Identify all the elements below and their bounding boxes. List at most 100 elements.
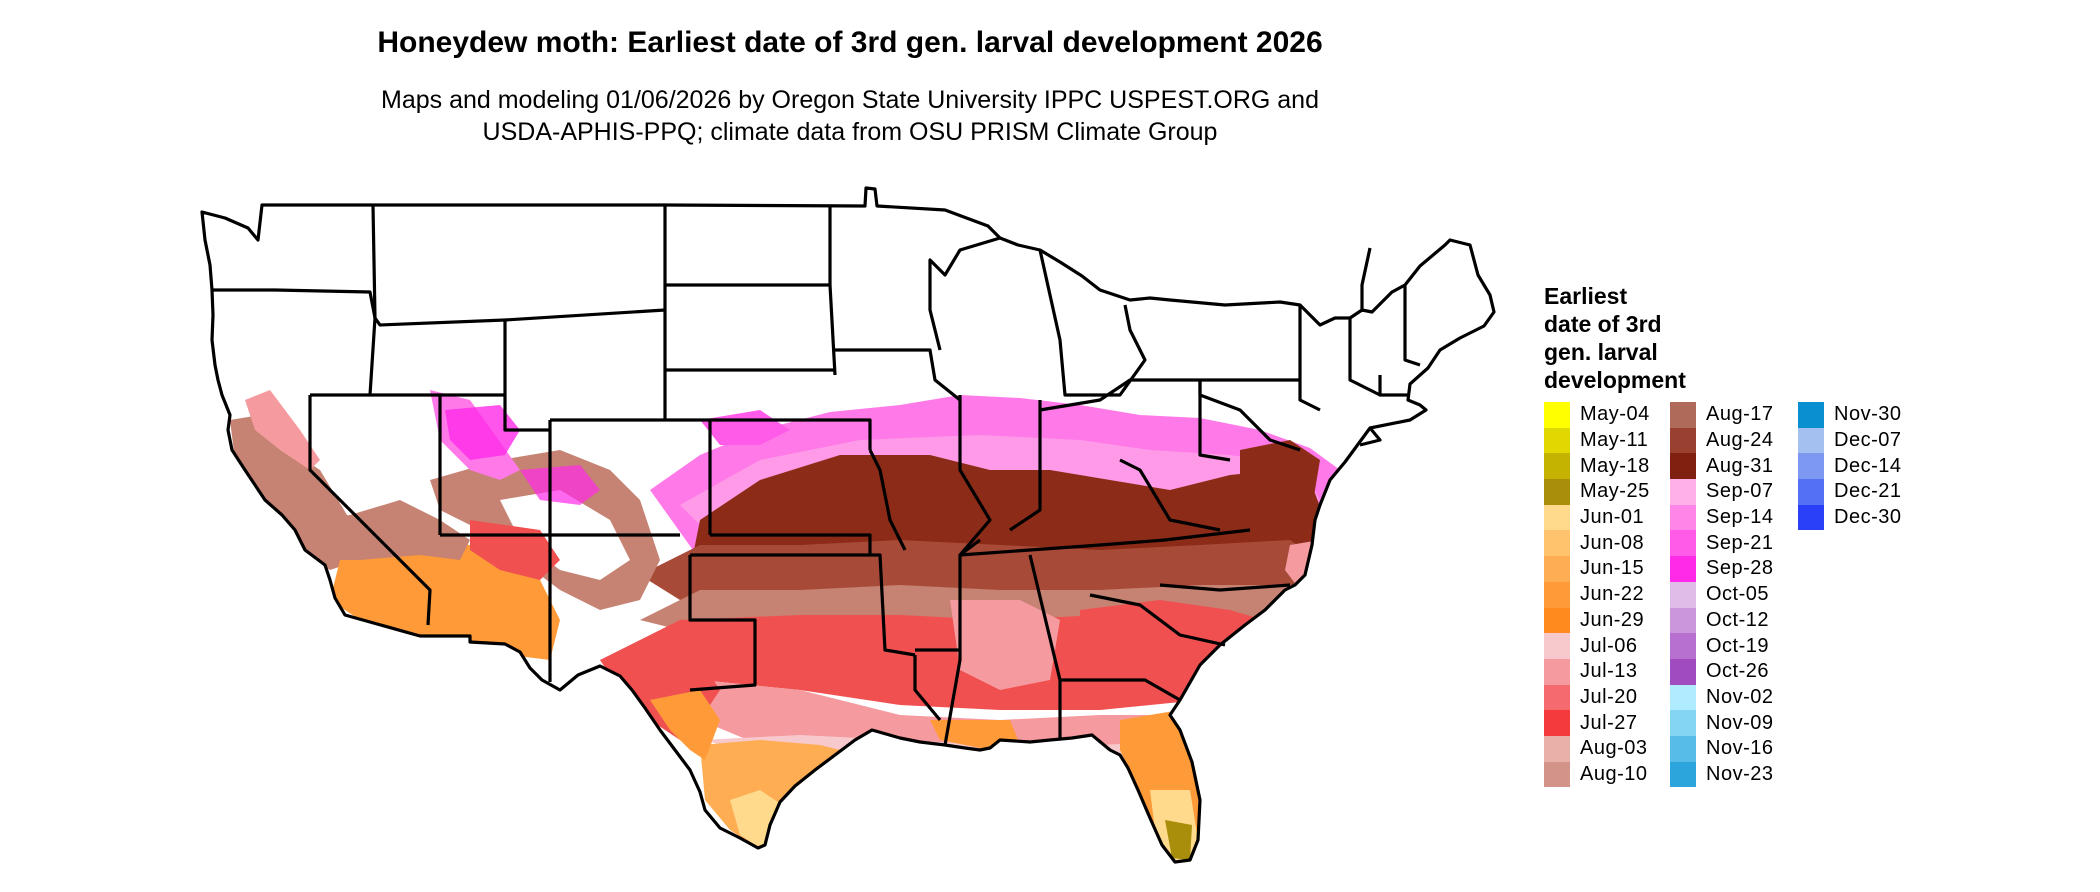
legend-item: Nov-16	[1670, 735, 1774, 762]
legend-title-line: development	[1544, 367, 1686, 393]
legend-label: Jun-29	[1580, 608, 1645, 631]
legend-label: Nov-23	[1706, 762, 1774, 785]
legend-item: Sep-28	[1670, 556, 1774, 582]
legend-swatch	[1544, 427, 1570, 454]
legend-swatch	[1544, 633, 1570, 659]
legend-label: Aug-10	[1580, 762, 1648, 785]
legend-swatch	[1798, 402, 1824, 428]
state-borders	[200, 186, 1496, 864]
map-subtitle: Maps and modeling 01/06/2026 by Oregon S…	[0, 84, 1700, 148]
legend-swatch	[1544, 581, 1570, 608]
legend-label: Jul-13	[1580, 660, 1638, 683]
legend-swatch	[1670, 453, 1696, 480]
legend-swatch	[1798, 453, 1824, 480]
legend-label: Jul-27	[1580, 711, 1638, 734]
legend-label: Oct-19	[1706, 634, 1770, 657]
legend-label: Sep-14	[1706, 506, 1774, 529]
legend-label: Jun-15	[1580, 557, 1645, 580]
legend-label: Aug-17	[1706, 403, 1774, 426]
legend-label: Sep-21	[1706, 531, 1774, 554]
legend-swatch	[1670, 633, 1696, 659]
legend-item: Aug-10	[1544, 761, 1650, 788]
legend-swatch	[1670, 504, 1696, 531]
legend-swatch	[1670, 402, 1696, 428]
legend-label: May-11	[1580, 429, 1649, 452]
legend-item: Sep-21	[1670, 530, 1774, 557]
legend-label: Oct-26	[1706, 660, 1770, 683]
legend-swatch	[1670, 735, 1696, 762]
legend-label: May-25	[1580, 480, 1650, 503]
legend-item: Dec-30	[1798, 504, 1901, 531]
legend-item: Jun-15	[1544, 556, 1650, 582]
subtitle-line-2: USDA-APHIS-PPQ; climate data from OSU PR…	[482, 118, 1218, 146]
legend-swatch	[1544, 607, 1570, 634]
legend-item: Oct-12	[1670, 607, 1774, 634]
legend-swatch	[1798, 479, 1824, 505]
legend-item: Dec-14	[1798, 453, 1902, 480]
legend-swatch	[1544, 402, 1570, 428]
legend-label: Nov-30	[1834, 403, 1902, 426]
legend-swatch	[1670, 581, 1696, 608]
legend-item: Aug-03	[1544, 735, 1650, 762]
map-title: Honeydew moth: Earliest date of 3rd gen.…	[377, 26, 1323, 59]
legend-swatch	[1544, 735, 1570, 762]
legend-swatch	[1670, 607, 1696, 634]
legend-item: Aug-17	[1670, 402, 1774, 428]
legend-item: Jun-22	[1544, 581, 1650, 608]
legend-label: Jul-20	[1580, 685, 1638, 708]
us-map	[200, 186, 1496, 864]
legend-item: Oct-26	[1670, 658, 1774, 685]
legend-swatch	[1544, 453, 1570, 480]
legend-swatch	[1670, 556, 1696, 582]
legend-item: May-04	[1544, 402, 1650, 428]
legend-label: Nov-02	[1706, 685, 1774, 708]
legend-label: May-04	[1580, 403, 1650, 426]
legend-swatch	[1670, 530, 1696, 557]
legend-label: Oct-05	[1706, 583, 1770, 606]
legend-item: Nov-30	[1798, 402, 1901, 428]
legend-item: Jun-01	[1544, 504, 1650, 531]
legend-item: Sep-14	[1670, 504, 1774, 531]
legend-label: Sep-07	[1706, 480, 1774, 503]
legend-column: May-04 May-11 May-18 May-25 Jun-01 Jun-08 Jun-…	[1544, 402, 1650, 788]
legend-swatch	[1544, 504, 1570, 531]
legend-column: Aug-17 Aug-24 Aug-31 Sep-07 Sep-14 Sep-21 Sep-…	[1670, 402, 1774, 788]
legend-label: Aug-03	[1580, 737, 1648, 760]
legend-swatch	[1670, 761, 1696, 788]
legend-label: Jun-08	[1580, 531, 1645, 554]
legend-label: Sep-28	[1706, 557, 1774, 580]
legend-item: Dec-07	[1798, 427, 1902, 454]
legend-label: Jun-01	[1580, 506, 1645, 529]
legend-swatch	[1798, 504, 1824, 531]
legend-swatch	[1670, 684, 1696, 711]
legend-label: Aug-24	[1706, 429, 1774, 452]
legend-swatch	[1670, 427, 1696, 454]
legend-swatch	[1544, 684, 1570, 711]
legend-swatch	[1798, 427, 1824, 454]
legend-label: May-18	[1580, 454, 1650, 477]
legend-item: Oct-19	[1670, 633, 1774, 659]
legend-label: Oct-12	[1706, 608, 1770, 631]
legend-item: Aug-24	[1670, 427, 1774, 454]
legend-swatch	[1544, 530, 1570, 557]
legend-label: Jul-06	[1580, 634, 1638, 657]
legend-swatch	[1544, 710, 1570, 736]
legend-label: Dec-21	[1834, 480, 1902, 503]
legend-label: Aug-31	[1706, 454, 1774, 477]
legend-item: Oct-05	[1670, 581, 1774, 608]
legend-item: Jul-20	[1544, 684, 1650, 711]
legend-label: Nov-16	[1706, 737, 1774, 760]
legend-swatch	[1670, 710, 1696, 736]
legend-item: May-18	[1544, 453, 1650, 480]
legend-title-line: Earliest	[1544, 283, 1628, 309]
legend-swatch	[1544, 761, 1570, 788]
legend-item: May-11	[1544, 427, 1650, 454]
legend-title: Earliest date of 3rd gen. larval develop…	[1544, 282, 1764, 394]
legend-swatch	[1544, 479, 1570, 505]
legend-title-line: gen. larval	[1544, 339, 1658, 365]
legend-item: Jul-13	[1544, 658, 1650, 685]
legend-label: Dec-07	[1834, 429, 1902, 452]
legend-label: Dec-14	[1834, 454, 1902, 477]
legend-item: Aug-31	[1670, 453, 1774, 480]
legend-item: Jun-08	[1544, 530, 1650, 557]
